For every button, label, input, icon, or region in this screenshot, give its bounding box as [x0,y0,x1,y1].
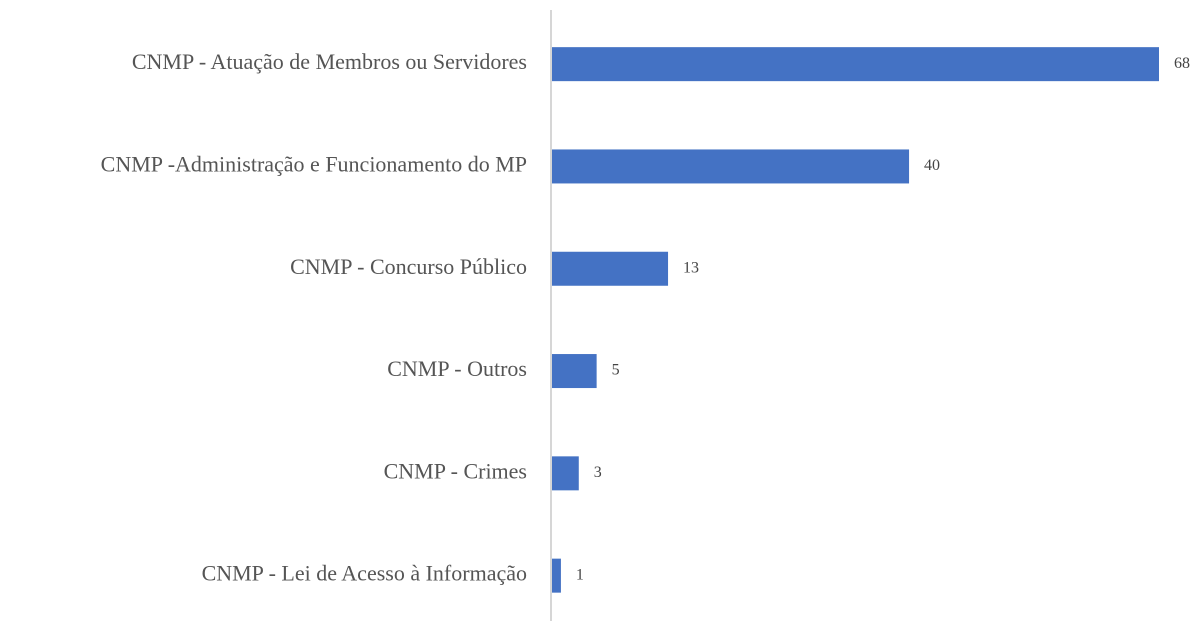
data-label: 40 [924,157,940,174]
data-label: 68 [1174,55,1190,72]
bar [552,47,1159,82]
y-tick-label: CNMP -Administração e Funcionamento do M… [101,151,527,176]
data-label: 13 [683,259,699,276]
bar [552,456,579,491]
y-tick-label: CNMP - Atuação de Membros ou Servidores [132,49,527,74]
bar [552,558,561,593]
bar [552,354,597,389]
bar [552,251,669,286]
y-tick-label: CNMP - Lei de Acesso à Informação [202,561,527,586]
data-label: 5 [612,362,620,379]
data-label: 1 [576,566,584,583]
y-tick-label: CNMP - Crimes [384,458,527,483]
y-tick-label: CNMP - Concurso Público [290,254,527,279]
bar [552,149,910,184]
data-label: 3 [594,464,602,481]
y-tick-label: CNMP - Outros [387,356,527,381]
